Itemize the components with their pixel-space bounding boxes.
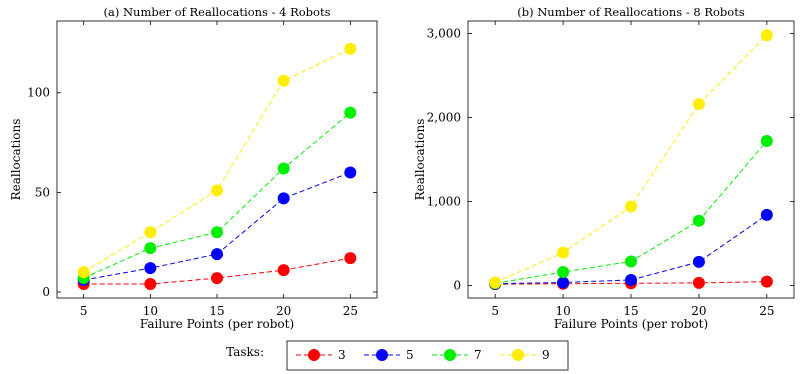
data-point-9 bbox=[144, 226, 157, 239]
legend: Tasks: 3 5 7 9 bbox=[226, 340, 569, 371]
series-line-7 bbox=[83, 112, 351, 279]
legend-marker-7 bbox=[444, 349, 456, 361]
x-axis-label: Failure Points (per robot) bbox=[554, 317, 708, 331]
data-point-5 bbox=[760, 208, 773, 221]
data-point-5 bbox=[277, 192, 290, 205]
series-9 bbox=[489, 29, 773, 289]
data-point-3 bbox=[277, 264, 290, 277]
data-point-7 bbox=[144, 242, 157, 255]
y-tick-label: 0 bbox=[453, 278, 461, 292]
y-tick-label: 3,000 bbox=[427, 27, 461, 41]
chart-panel-b: (b) Number of Reallocations - 8 Robots 5 1… bbox=[413, 5, 795, 331]
data-point-7 bbox=[344, 106, 357, 119]
x-tick-label: 5 bbox=[80, 304, 88, 318]
legend-label: 3 bbox=[338, 348, 346, 362]
x-tick-label: 25 bbox=[343, 304, 358, 318]
series-line-5 bbox=[495, 214, 768, 285]
legend-label: 9 bbox=[542, 348, 550, 362]
chart-panel-a: (a) Number of Reallocations - 4 Robots 5 1… bbox=[9, 5, 378, 331]
data-point-9 bbox=[77, 266, 90, 279]
x-tick-label: 20 bbox=[691, 304, 706, 318]
data-point-9 bbox=[277, 74, 290, 87]
data-point-9 bbox=[692, 98, 705, 111]
legend-marker-5 bbox=[376, 349, 388, 361]
data-point-9 bbox=[625, 200, 637, 213]
y-tick-label: 2,000 bbox=[427, 111, 461, 125]
data-point-7 bbox=[625, 255, 637, 268]
series-7 bbox=[489, 135, 773, 290]
data-point-7 bbox=[557, 265, 570, 278]
y-tick-label: 100 bbox=[27, 86, 50, 100]
data-point-3 bbox=[344, 252, 357, 265]
x-tick-label: 10 bbox=[555, 304, 570, 318]
x-axis-label: Failure Points (per robot) bbox=[140, 317, 294, 331]
data-point-9 bbox=[211, 184, 223, 197]
x-tick-label: 25 bbox=[759, 304, 774, 318]
series-line-9 bbox=[83, 48, 351, 273]
data-point-3 bbox=[211, 272, 223, 285]
data-point-7 bbox=[692, 214, 705, 227]
data-point-7 bbox=[277, 162, 290, 175]
y-tick-label: 50 bbox=[35, 185, 50, 199]
legend-title: Tasks: bbox=[226, 345, 264, 359]
data-point-5 bbox=[625, 273, 637, 286]
data-point-9 bbox=[489, 276, 502, 289]
data-point-9 bbox=[344, 42, 357, 55]
data-point-9 bbox=[557, 246, 570, 259]
legend-marker-9 bbox=[512, 349, 524, 361]
data-point-7 bbox=[211, 226, 223, 239]
x-tick-label: 15 bbox=[209, 304, 224, 318]
data-point-5 bbox=[557, 276, 570, 289]
data-point-5 bbox=[211, 248, 223, 261]
data-point-7 bbox=[760, 135, 773, 148]
data-point-3 bbox=[144, 278, 157, 291]
data-point-5 bbox=[144, 262, 157, 275]
data-point-3 bbox=[760, 275, 773, 288]
legend-label: 7 bbox=[474, 348, 482, 362]
series-line-3 bbox=[83, 257, 351, 285]
legend-label: 5 bbox=[406, 348, 414, 362]
y-axis-label: Reallocations bbox=[413, 119, 427, 201]
series-line-9 bbox=[494, 34, 768, 283]
data-point-5 bbox=[344, 166, 357, 179]
y-axis-label: Reallocations bbox=[9, 119, 23, 201]
legend-marker-3 bbox=[308, 349, 320, 361]
x-tick-label: 5 bbox=[491, 304, 499, 318]
chart-title: (a) Number of Reallocations - 4 Robots bbox=[103, 5, 330, 19]
y-tick-label: 1,000 bbox=[427, 194, 461, 208]
series-9 bbox=[77, 42, 357, 279]
x-tick-label: 15 bbox=[623, 304, 638, 318]
series-line-3 bbox=[495, 281, 767, 285]
data-point-9 bbox=[760, 29, 773, 42]
x-tick-label: 10 bbox=[143, 304, 158, 318]
chart-title: (b) Number of Reallocations - 8 Robots bbox=[517, 5, 745, 19]
y-tick-label: 0 bbox=[42, 285, 50, 299]
x-tick-label: 20 bbox=[276, 304, 291, 318]
data-point-5 bbox=[692, 255, 705, 268]
data-point-3 bbox=[692, 276, 705, 289]
